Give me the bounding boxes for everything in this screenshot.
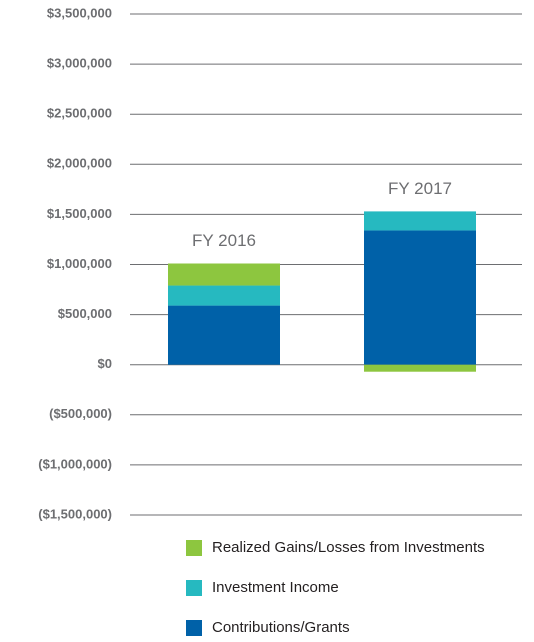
bar-segment [168,285,280,306]
bar-segment [168,263,280,286]
legend-label: Realized Gains/Losses from Investments [212,539,485,556]
y-tick-label: $2,500,000 [47,106,112,121]
y-tick-label: ($1,000,000) [38,456,112,471]
y-tick-label: $0 [98,356,112,371]
bar-segment [168,305,280,365]
category-label: FY 2016 [192,231,256,250]
y-tick-label: ($500,000) [49,406,112,421]
legend-swatch [186,540,202,556]
legend-swatch [186,620,202,636]
bar-segment [364,364,476,372]
legend-label: Investment Income [212,579,339,596]
y-tick-label: $500,000 [58,306,112,321]
legend-swatch [186,580,202,596]
y-tick-label: $3,500,000 [47,5,112,20]
y-tick-label: $1,000,000 [47,256,112,271]
y-tick-label: $2,000,000 [47,156,112,171]
y-tick-label: ($1,500,000) [38,506,112,521]
category-label: FY 2017 [388,179,452,198]
bar-segment [364,211,476,231]
bar-segment [364,230,476,365]
y-tick-label: $1,500,000 [47,206,112,221]
legend-label: Contributions/Grants [212,619,350,636]
y-tick-label: $3,000,000 [47,56,112,71]
